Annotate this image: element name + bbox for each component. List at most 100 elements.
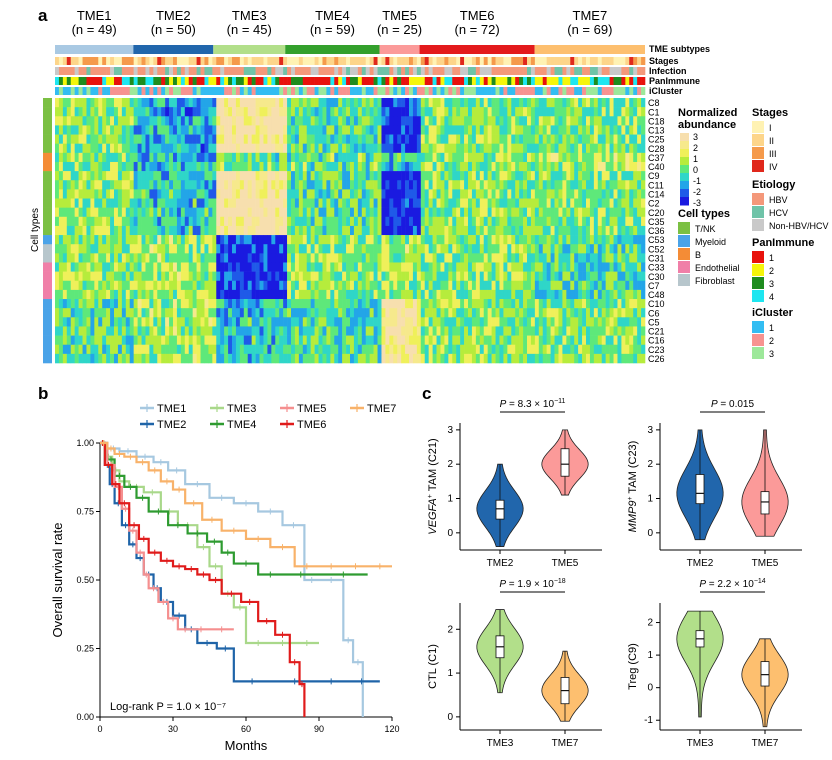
heatmap-cell — [338, 98, 343, 108]
heatmap-cell — [259, 326, 264, 336]
heatmap-cell — [196, 253, 201, 263]
heatmap-cell — [566, 180, 571, 190]
heatmap-cell — [629, 134, 634, 144]
heatmap-cell — [428, 344, 433, 355]
heatmap-cell — [235, 161, 241, 172]
heatmap-cell — [361, 335, 367, 346]
heatmap-cell — [141, 171, 146, 181]
heatmap-cell — [90, 125, 95, 135]
heatmap-cell — [180, 335, 186, 346]
heatmap-cell — [519, 161, 524, 172]
heatmap-cell — [538, 143, 544, 154]
heatmap-cell — [228, 280, 233, 291]
track-cell — [499, 57, 504, 65]
heatmap-cell — [460, 198, 465, 208]
heatmap-cell — [385, 134, 390, 144]
heatmap-cell — [629, 344, 634, 355]
heatmap-cell — [511, 171, 516, 181]
heatmap-cell — [192, 326, 197, 336]
heatmap-cell — [389, 216, 394, 227]
track-cell — [78, 67, 83, 75]
heatmap-cell — [279, 116, 284, 126]
heatmap-cell — [70, 289, 75, 300]
heatmap-cell — [279, 180, 284, 190]
heatmap-cell — [534, 289, 540, 300]
heatmap-cell — [621, 161, 626, 172]
heatmap-cell — [574, 189, 579, 199]
heatmap-cell — [82, 216, 87, 227]
heatmap-cell — [259, 235, 264, 245]
heatmap-cell — [212, 308, 217, 318]
heatmap-cell — [74, 344, 79, 355]
heatmap-cell — [184, 317, 190, 327]
heatmap-cell — [507, 161, 512, 172]
heatmap-cell — [287, 253, 292, 263]
heatmap-cell — [471, 280, 477, 291]
track-cell — [452, 77, 457, 85]
heatmap-cell — [637, 189, 642, 199]
heatmap-cell — [464, 198, 469, 208]
heatmap-cell — [558, 125, 563, 135]
heatmap-cell — [562, 198, 567, 208]
heatmap-cell — [613, 216, 618, 227]
heatmap-cell — [196, 271, 201, 282]
heatmap-cell — [200, 235, 205, 245]
heatmap-cell — [125, 262, 131, 272]
track-cell — [247, 57, 252, 65]
heatmap-cell — [495, 171, 500, 181]
heatmap-cell — [239, 134, 245, 144]
heatmap-cell — [188, 107, 193, 117]
heatmap-cell — [121, 216, 127, 227]
track-cell — [452, 87, 457, 95]
heatmap-cell — [523, 152, 528, 163]
track-cell — [621, 67, 626, 75]
heatmap-cell — [129, 152, 134, 163]
heatmap-cell — [334, 335, 339, 346]
heatmap-cell — [188, 280, 193, 291]
heatmap-cell — [342, 198, 347, 208]
heatmap-cell — [184, 143, 190, 154]
track-cell — [479, 77, 485, 85]
heatmap-cell — [346, 271, 351, 282]
heatmap-cell — [228, 216, 233, 227]
heatmap-cell — [98, 244, 103, 254]
heatmap-cell — [279, 335, 284, 346]
heatmap-cell — [491, 262, 496, 272]
heatmap-cell — [456, 152, 461, 163]
heatmap-cell — [479, 216, 485, 227]
heatmap-cell — [586, 344, 591, 355]
heatmap-cell — [141, 125, 146, 135]
heatmap-cell — [145, 317, 150, 327]
heatmap-cell — [637, 262, 642, 272]
heatmap-cell — [212, 207, 217, 218]
heatmap-cell — [444, 299, 449, 309]
heatmap-cell — [98, 198, 103, 208]
heatmap-cell — [558, 344, 563, 355]
track-cell — [310, 57, 315, 65]
track-cell — [322, 67, 327, 75]
heatmap-cell — [609, 98, 614, 108]
heatmap-cell — [436, 207, 441, 218]
heatmap-cell — [157, 180, 162, 190]
heatmap-cell — [149, 280, 154, 291]
track-cell — [306, 67, 311, 75]
heatmap-cell — [503, 253, 508, 263]
heatmap-cell — [432, 308, 437, 318]
heatmap-cell — [117, 125, 123, 135]
heatmap-cell — [456, 280, 461, 291]
track-cell — [641, 87, 646, 95]
heatmap-cell — [232, 171, 237, 181]
heatmap-cell — [161, 289, 166, 300]
heatmap-cell — [597, 116, 603, 126]
heatmap-cell — [259, 189, 264, 199]
heatmap-cell — [365, 271, 370, 282]
heatmap-cell — [334, 235, 339, 245]
heatmap-cell — [471, 116, 477, 126]
heatmap-cell — [578, 171, 583, 181]
heatmap-cell — [346, 189, 351, 199]
heatmap-cell — [495, 235, 500, 245]
heatmap-cell — [314, 198, 319, 208]
heatmap-cell — [558, 225, 563, 236]
heatmap-cell — [444, 244, 449, 254]
heatmap-cell — [613, 326, 618, 336]
